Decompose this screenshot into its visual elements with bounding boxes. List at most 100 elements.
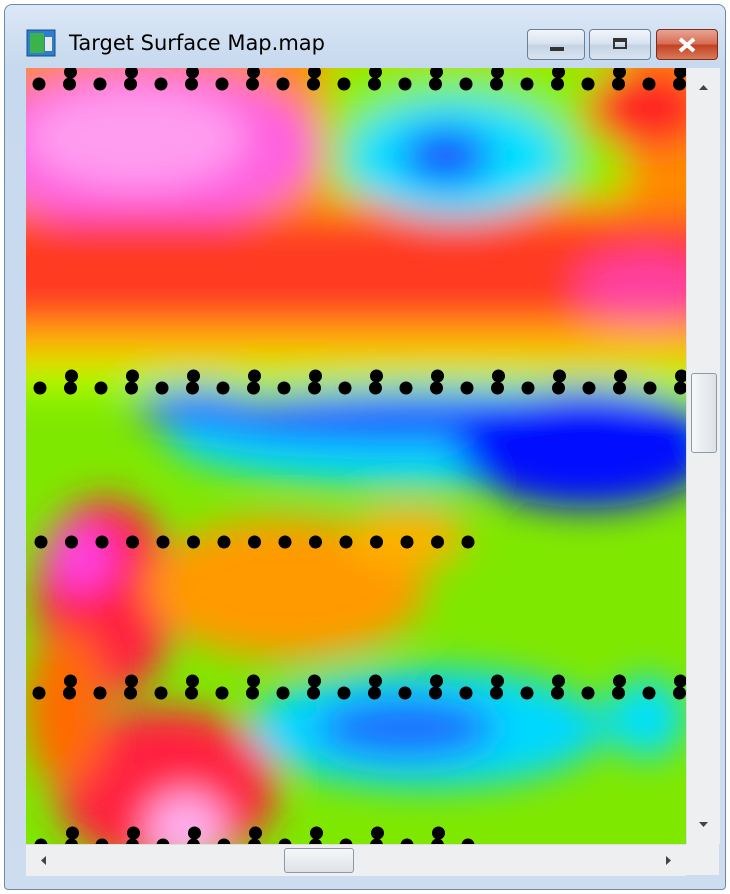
sample-point [613,382,626,395]
close-button[interactable] [656,29,718,60]
sample-point [308,675,321,688]
scroll-arrows [687,68,720,844]
app-icon [25,27,59,59]
sample-point [218,536,231,549]
sample-point [278,382,291,395]
maximize-button[interactable] [589,29,651,60]
horizontal-thumb[interactable] [284,848,354,873]
sample-point [490,78,503,91]
sample-point [64,675,77,688]
sample-point [399,687,412,700]
sample-point [33,78,46,91]
sample-point [124,687,137,700]
sample-point [155,687,168,700]
sample-point [309,536,322,549]
sample-point [185,687,198,700]
sample-point [491,382,504,395]
close-icon [657,30,717,59]
sample-point [673,78,686,91]
vertical-scrollbar[interactable] [686,68,720,844]
sample-point [124,78,137,91]
sample-point [277,687,290,700]
sample-point [246,687,259,700]
sample-point [307,78,320,91]
sample-point [338,78,351,91]
sample-point [401,536,414,549]
sample-point [156,382,169,395]
sample-point [551,78,564,91]
sample-point [521,687,534,700]
sample-point [187,370,200,383]
sample-point [126,370,139,383]
sample-point [187,536,200,549]
sample-point [34,382,47,395]
sample-point [125,382,138,395]
sample-point [248,370,261,383]
sample-point [247,382,260,395]
sample-point [217,382,230,395]
sample-point [308,382,321,395]
sample-point [248,536,261,549]
sample-point [63,78,76,91]
sample-point [216,687,229,700]
sample-point [188,827,201,840]
window-title: Target Surface Map.map [69,31,325,55]
sample-point [429,687,442,700]
vertical-thumb[interactable] [691,373,717,453]
sample-point [429,78,442,91]
sample-point [247,675,260,688]
sample-point [643,687,656,700]
sample-point [553,370,566,383]
sample-point [430,382,443,395]
page: {"window": {"title": "Target Surface Map… [0,0,730,894]
sample-point [96,536,109,549]
sample-point [612,687,625,700]
scroll-arrows [26,845,686,876]
sample-point [64,382,77,395]
sample-point [552,382,565,395]
sample-point [432,827,445,840]
sample-point [249,827,262,840]
sample-point [491,675,504,688]
sample-point [490,687,503,700]
sample-point [186,675,199,688]
sample-point [582,687,595,700]
sample-point [583,382,596,395]
surface-map [26,68,686,844]
sample-point [309,370,322,383]
sample-point [400,382,413,395]
minimize-button[interactable] [527,29,585,60]
sample-point [673,687,686,700]
sample-point [551,687,564,700]
sample-point [186,382,199,395]
sample-point [155,78,168,91]
sample-point [369,675,382,688]
sample-point [522,382,535,395]
sample-point [552,675,565,688]
sample-point [582,78,595,91]
sample-point [370,536,383,549]
sample-point [310,827,323,840]
sample-point [371,827,384,840]
sample-point [95,382,108,395]
sample-point [644,382,657,395]
sample-point [340,536,353,549]
sample-point [399,78,412,91]
sample-point [431,536,444,549]
sample-point [94,78,107,91]
sample-point [370,370,383,383]
window: Target Surface Map.map [4,4,726,890]
sample-point [614,370,627,383]
sample-point [643,78,656,91]
horizontal-scrollbar[interactable] [26,844,686,876]
sample-point [185,78,198,91]
sample-point [63,687,76,700]
sample-point [430,675,443,688]
size-grip[interactable] [686,844,719,875]
sample-point [126,536,139,549]
sample-point [460,687,473,700]
sample-point [613,675,626,688]
sample-point [127,827,140,840]
sample-point [307,687,320,700]
sample-point [521,78,534,91]
